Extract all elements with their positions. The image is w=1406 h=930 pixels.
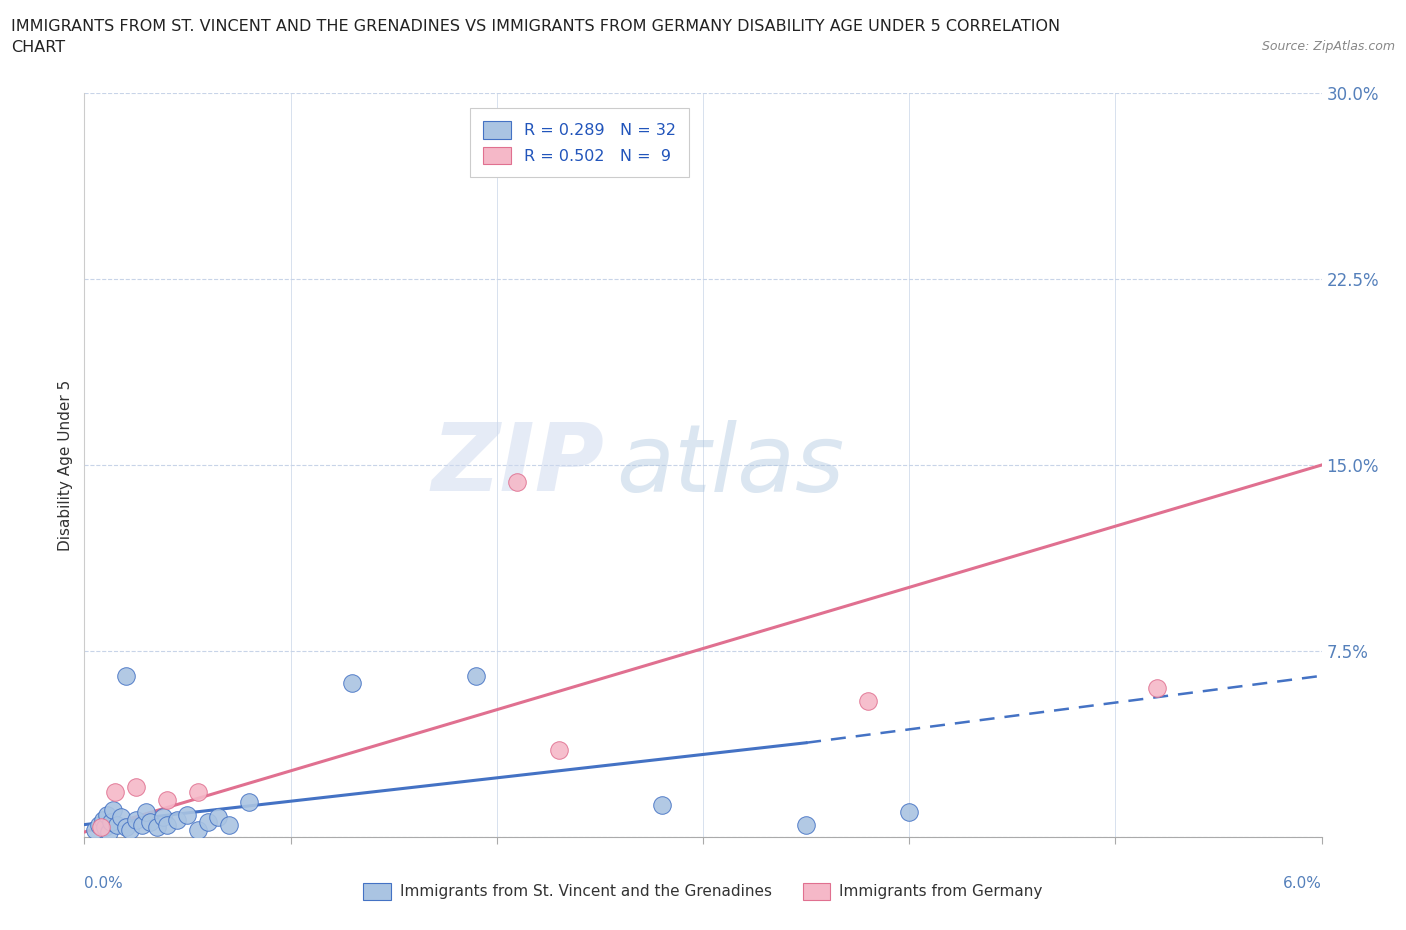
Point: [342, 676, 364, 691]
Point: [110, 810, 132, 825]
Point: [87, 817, 110, 832]
Point: [135, 804, 157, 819]
Point: [898, 804, 921, 819]
Point: [506, 475, 529, 490]
Legend: Immigrants from St. Vincent and the Grenadines, Immigrants from Germany: Immigrants from St. Vincent and the Gren…: [357, 877, 1049, 906]
Point: [125, 812, 148, 827]
Text: 6.0%: 6.0%: [1282, 876, 1322, 891]
Point: [145, 819, 167, 834]
Point: [91, 812, 114, 827]
Point: [187, 785, 209, 800]
Point: [176, 807, 198, 822]
Point: [125, 780, 148, 795]
Point: [90, 819, 112, 834]
Point: [105, 817, 128, 832]
Point: [83, 822, 105, 837]
Point: [104, 785, 127, 800]
Point: [651, 797, 673, 812]
Point: [114, 669, 136, 684]
Text: IMMIGRANTS FROM ST. VINCENT AND THE GRENADINES VS IMMIGRANTS FROM GERMANY DISABI: IMMIGRANTS FROM ST. VINCENT AND THE GREN…: [11, 19, 1060, 33]
Text: CHART: CHART: [11, 40, 65, 55]
Point: [103, 803, 125, 817]
Point: [94, 819, 117, 834]
Point: [114, 819, 136, 834]
Point: [547, 743, 569, 758]
Text: 0.0%: 0.0%: [84, 876, 124, 891]
Text: atlas: atlas: [616, 419, 845, 511]
Point: [207, 810, 229, 825]
Point: [794, 817, 817, 832]
Legend: R = 0.289   N = 32, R = 0.502   N =  9: R = 0.289 N = 32, R = 0.502 N = 9: [470, 109, 689, 177]
Point: [1146, 681, 1168, 696]
Text: ZIP: ZIP: [432, 419, 605, 511]
Point: [96, 807, 118, 822]
Y-axis label: Disability Age Under 5: Disability Age Under 5: [58, 379, 73, 551]
Point: [187, 822, 209, 837]
Point: [118, 822, 141, 837]
Point: [856, 693, 879, 708]
Text: Source: ZipAtlas.com: Source: ZipAtlas.com: [1261, 40, 1395, 53]
Point: [218, 817, 240, 832]
Point: [152, 810, 174, 825]
Point: [238, 795, 260, 810]
Point: [139, 815, 162, 830]
Point: [166, 812, 188, 827]
Point: [156, 792, 179, 807]
Point: [197, 815, 219, 830]
Point: [98, 825, 121, 840]
Point: [156, 817, 179, 832]
Point: [131, 817, 153, 832]
Point: [465, 669, 488, 684]
Point: [100, 815, 122, 830]
